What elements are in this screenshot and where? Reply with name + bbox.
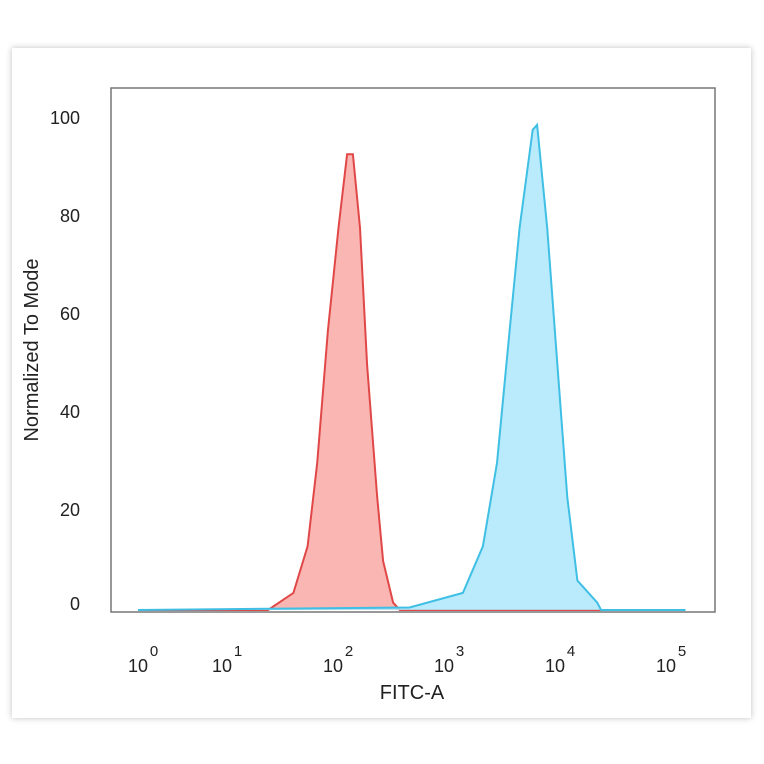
x-tick-label: 101 (212, 643, 242, 676)
x-tick-label: 100 (128, 643, 158, 676)
y-tick-label: 60 (60, 304, 80, 324)
x-tick-label: 103 (434, 643, 464, 676)
plot-frame (110, 87, 716, 613)
x-axis-label: FITC-A (380, 682, 445, 704)
series-0-line (138, 153, 686, 611)
x-tick-base: 10 (545, 656, 565, 676)
x-tick-exponent: 0 (150, 643, 158, 660)
x-tick-label: 104 (545, 643, 575, 676)
x-tick-exponent: 5 (678, 643, 686, 660)
y-tick-label: 0 (70, 594, 80, 614)
y-tick-label: 100 (50, 108, 80, 128)
x-tick-base: 10 (656, 656, 676, 676)
y-tick-label: 40 (60, 402, 80, 422)
x-tick-label: 102 (323, 643, 353, 676)
x-tick-exponent: 3 (456, 643, 464, 660)
x-tick-base: 10 (128, 656, 148, 676)
x-tick-exponent: 2 (345, 643, 353, 660)
series-1-fill (138, 124, 686, 611)
x-tick-label: 105 (656, 643, 686, 676)
x-tick-base: 10 (212, 656, 232, 676)
x-tick-base: 10 (434, 656, 454, 676)
x-tick-base: 10 (323, 656, 343, 676)
series-1-line (137, 122, 686, 611)
series-0-fill (138, 154, 686, 611)
y-tick-label: 80 (60, 206, 80, 226)
x-tick-exponent: 1 (234, 643, 242, 660)
x-tick-exponent: 4 (567, 643, 575, 660)
y-tick-label: 20 (60, 500, 80, 520)
y-axis-label: Normalized To Mode (21, 258, 43, 441)
